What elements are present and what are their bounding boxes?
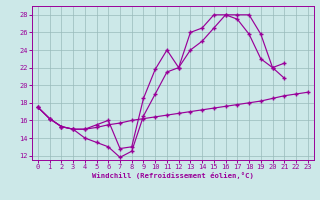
X-axis label: Windchill (Refroidissement éolien,°C): Windchill (Refroidissement éolien,°C) [92, 172, 254, 179]
